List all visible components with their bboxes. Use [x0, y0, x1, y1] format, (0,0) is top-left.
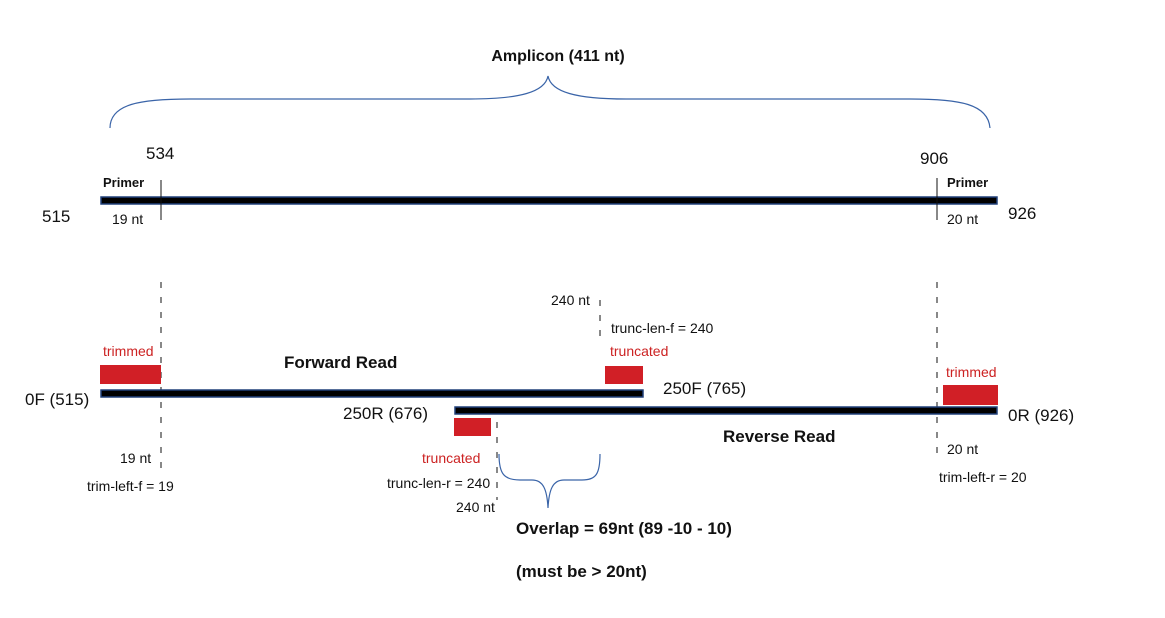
reverse-truncated-label: truncated: [422, 450, 480, 466]
forward-trunc-length: 240 nt: [551, 292, 590, 308]
forward-primer-position: 534: [146, 144, 174, 163]
forward-truncated-label: truncated: [610, 343, 668, 359]
forward-primer-length: 19 nt: [112, 211, 143, 227]
amplicon-bar: [100, 196, 998, 205]
amplicon-start: 515: [42, 207, 70, 226]
reverse-trim-param: trim-left-r = 20: [939, 469, 1027, 485]
forward-primer-label: Primer: [103, 175, 144, 190]
forward-read-bar: [100, 389, 644, 398]
reverse-read-bar: [454, 406, 998, 415]
forward-truncated-box: [605, 366, 643, 384]
amplicon-end: 926: [1008, 204, 1036, 223]
reverse-primer-label: Primer: [947, 175, 988, 190]
reverse-trimmed-box: [943, 385, 998, 405]
amplicon-brace: [109, 75, 991, 129]
reverse-trimmed-label: trimmed: [946, 364, 997, 380]
reverse-read-end: 250R (676): [343, 404, 428, 423]
forward-read-end: 250F (765): [663, 379, 746, 398]
forward-trim-length: 19 nt: [120, 450, 151, 466]
forward-trimmed-label: trimmed: [103, 343, 154, 359]
reverse-read-title: Reverse Read: [723, 427, 835, 446]
overlap-note: (must be > 20nt): [516, 562, 647, 581]
amplicon-title: Amplicon (411 nt): [491, 48, 624, 65]
forward-trim-param: trim-left-f = 19: [87, 478, 174, 494]
reverse-primer-position: 906: [920, 149, 948, 168]
reverse-trunc-length: 240 nt: [456, 499, 495, 515]
forward-trunc-param: trunc-len-f = 240: [611, 320, 714, 336]
forward-trimmed-box: [100, 365, 161, 384]
overlap-brace: [498, 453, 601, 509]
reverse-primer-length: 20 nt: [947, 211, 978, 227]
forward-read-start: 0F (515): [25, 390, 89, 409]
reverse-trunc-param: trunc-len-r = 240: [387, 475, 490, 491]
overlap-label: Overlap = 69nt (89 -10 - 10): [516, 519, 732, 538]
reverse-read-start: 0R (926): [1008, 406, 1074, 425]
reverse-trim-length: 20 nt: [947, 441, 978, 457]
reverse-truncated-box: [454, 418, 491, 436]
forward-read-title: Forward Read: [284, 353, 397, 372]
